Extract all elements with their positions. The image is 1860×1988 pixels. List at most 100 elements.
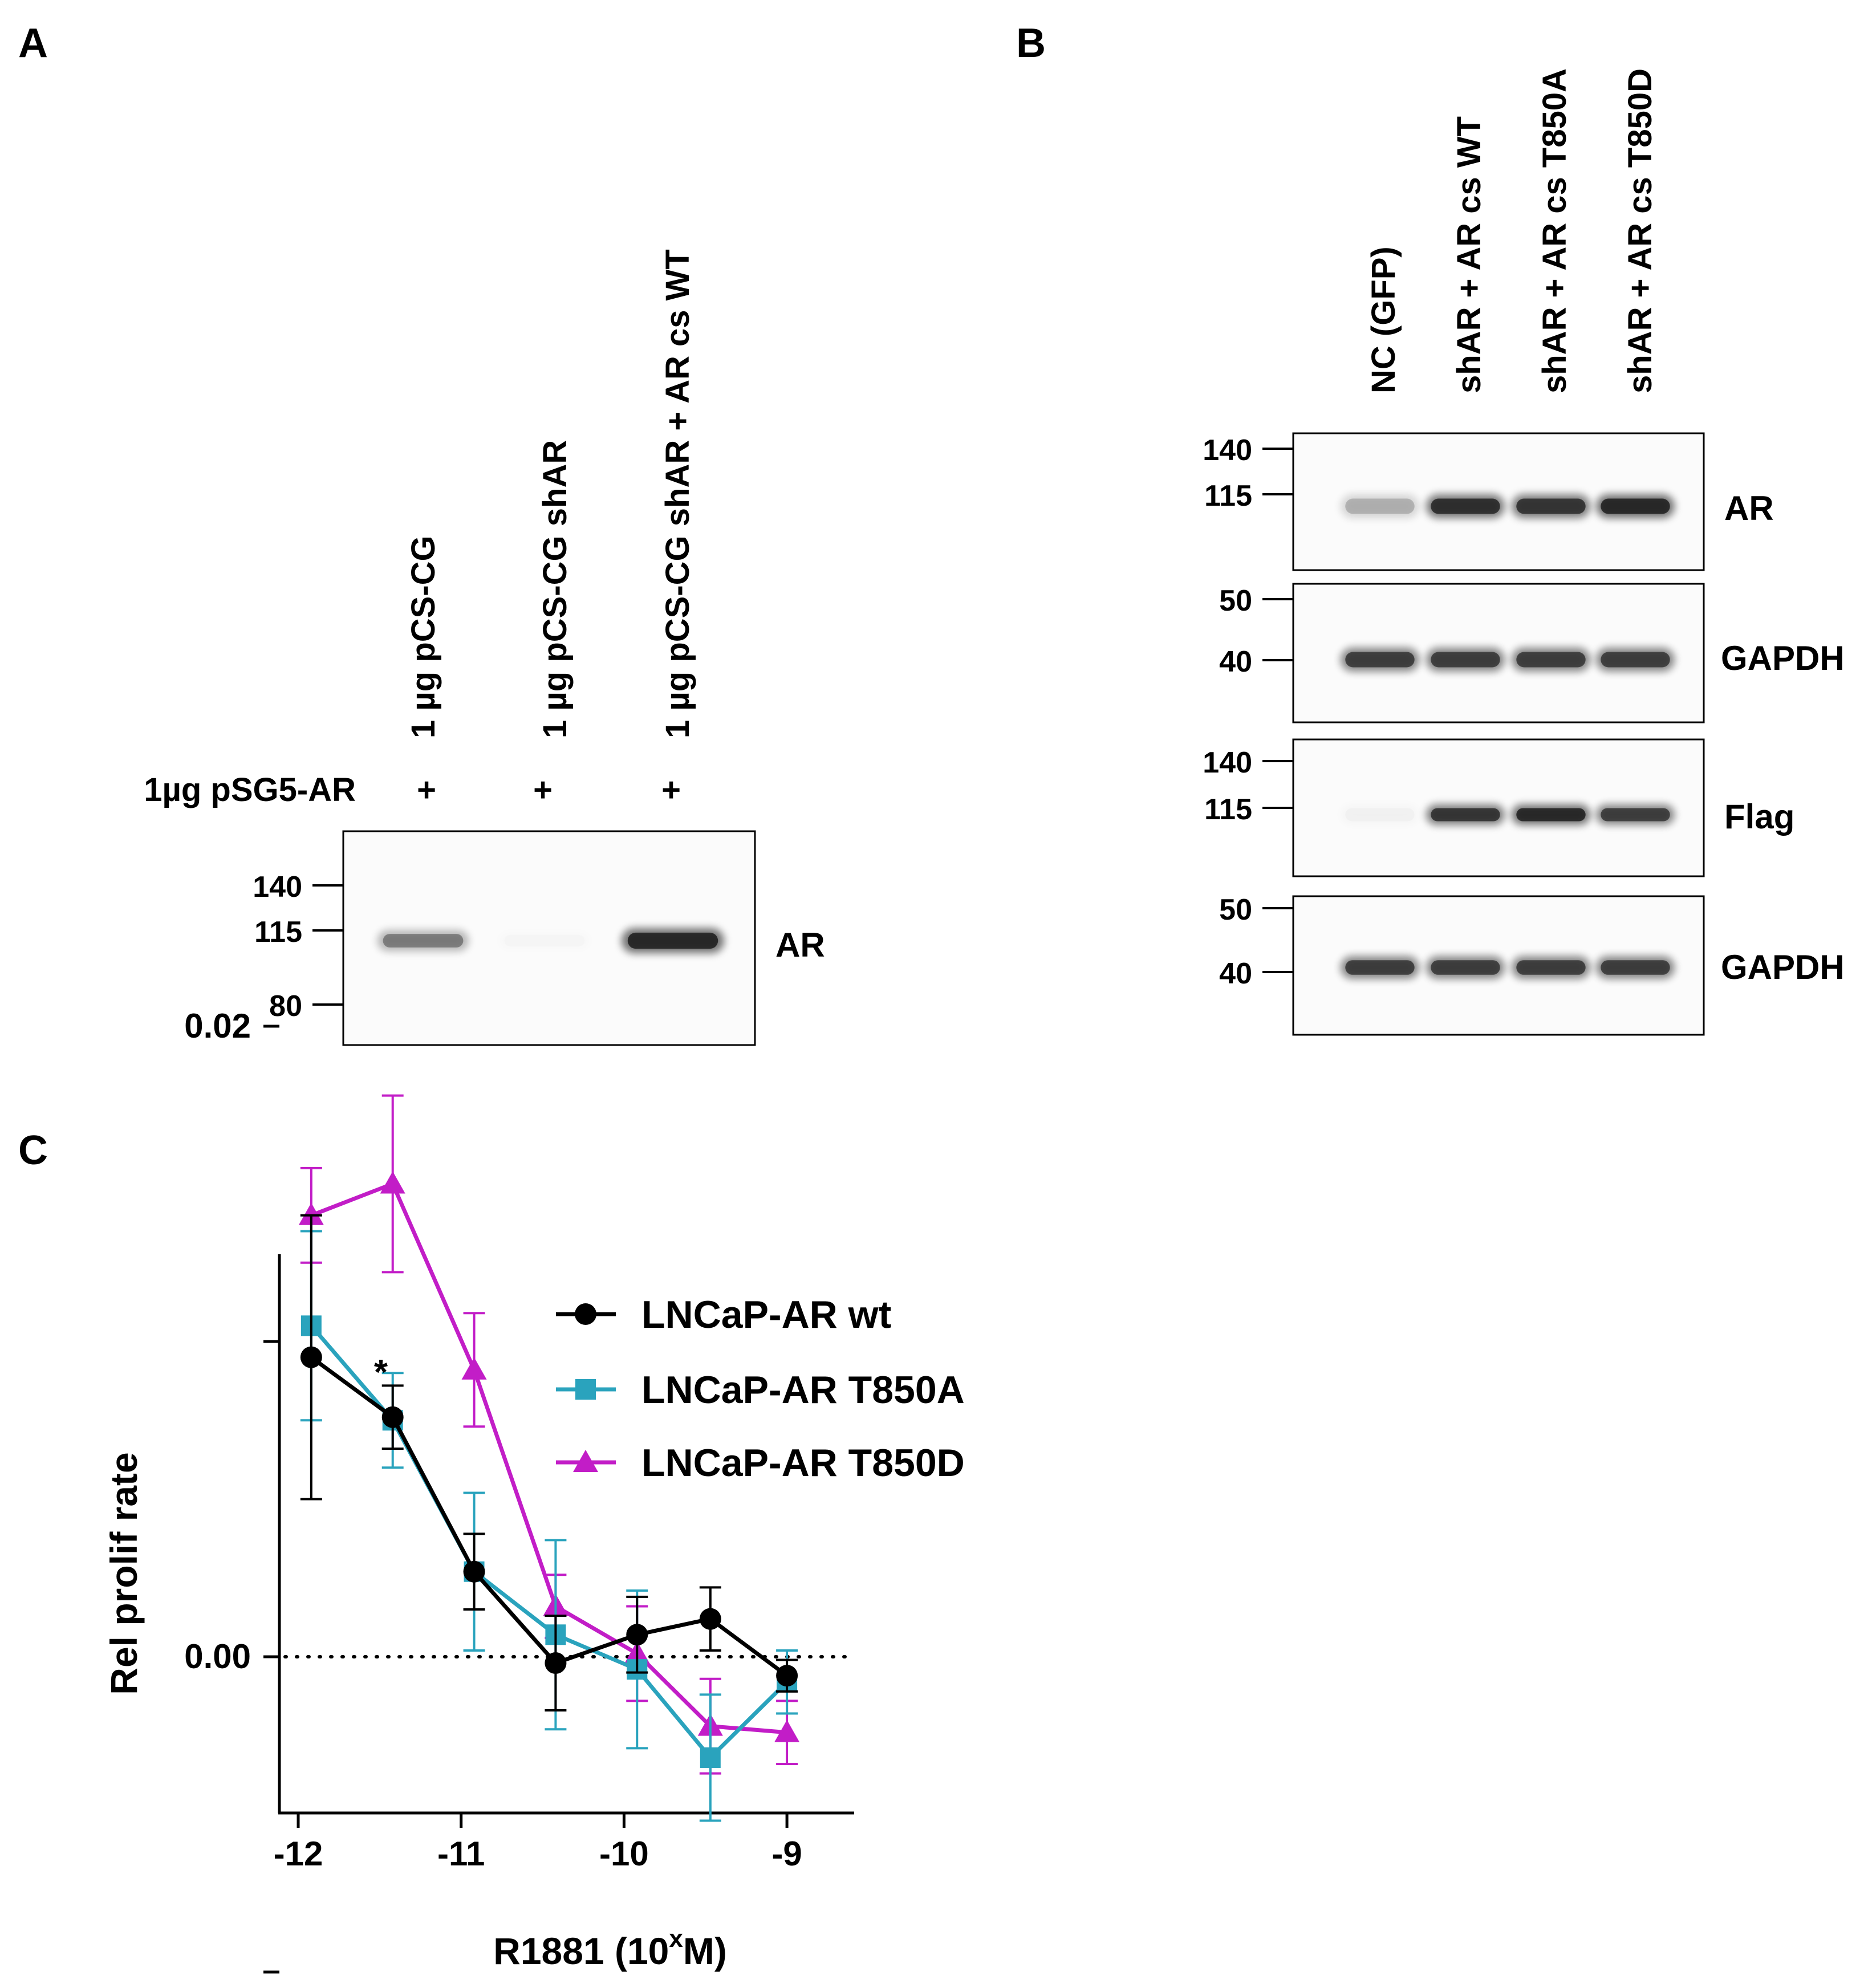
panel-b-band [1596,956,1675,979]
panel-b-band-core [1516,652,1586,668]
chart-x-tick-label: -10 [599,1835,649,1873]
data-point [463,1560,485,1583]
legend-marker [573,1450,598,1472]
panel-b-band-core [1431,960,1500,975]
panel-b-band [1596,648,1675,672]
panel-a-lane-2-label: 1 µg pCS-CG shAR [537,440,574,738]
panel-b-marker-label: 40 [1219,957,1252,990]
panel-b-band [1426,804,1505,825]
panel-a-marker-label: 115 [254,916,302,949]
panel-b-band [1512,956,1590,979]
panel-a-row-label: 1µg pSG5-AR [144,771,356,808]
data-point [300,1346,322,1368]
data-point [776,1665,798,1687]
data-point [298,1202,324,1225]
series-lncap-ar-wt [300,1214,798,1712]
panel-a-band [499,932,590,949]
panel-b-label: B [1016,21,1046,66]
panel-b-band-core [1345,498,1415,514]
legend-label: LNCaP-AR wt [641,1293,891,1336]
panel-a-sign-2: + [533,771,553,808]
panel-b-band-core [1431,498,1500,514]
panel-a-band [377,930,469,952]
panel-b-marker-label: 50 [1219,584,1252,617]
panel-b-lane-1-label: NC (GFP) [1365,246,1402,393]
panel-b-marker-label: 50 [1219,893,1252,926]
chart-x-axis-label-end: M) [683,1930,727,1972]
panel-b-band-core [1601,960,1670,975]
panel-b-band [1596,804,1675,825]
panel-a-marker-label: 140 [253,871,302,904]
data-point [626,1624,648,1646]
data-point [545,1652,567,1674]
panel-c-label: C [18,1128,48,1173]
chart-x-tick-label: -11 [437,1835,485,1873]
panel-b-band-core [1601,498,1670,514]
panel-a-band-core [383,934,464,948]
chart-legend: LNCaP-AR wt LNCaP-AR T850A LNCaP-AR T850D [556,1293,965,1485]
panel-a-band-label: AR [775,926,825,964]
legend-marker [575,1379,596,1400]
chart-x-axis-label-main: R1881 (10 [493,1930,669,1972]
data-point [380,1171,405,1194]
panel-b-band [1512,494,1590,518]
panel-b-blot-name-ar: AR [1724,489,1774,527]
panel-b-band [1426,648,1505,672]
chart-x-tick-label: -9 [771,1835,802,1873]
panel-b-band [1426,956,1505,979]
panel-b-blot-name-flag: Flag [1724,798,1794,836]
panel-b-band [1512,804,1590,825]
panel-a-sign-3: + [661,771,681,808]
legend-label: LNCaP-AR T850A [641,1368,965,1412]
chart-x-tick-label: -12 [274,1835,323,1873]
panel-b-blot-name-gapdh-2: GAPDH [1721,948,1845,986]
legend-item: LNCaP-AR wt [556,1293,891,1336]
panel-b-marker-label: 140 [1203,434,1252,467]
panel-a-band-core [505,935,585,946]
panel-b-band-core [1601,652,1670,668]
panel-b-band [1341,494,1419,518]
series-lncap-ar-t850d [298,1094,800,1775]
panel-b-band [1596,494,1675,518]
panel-b-band-core [1345,960,1415,975]
panel-b-marker-label: 140 [1203,746,1252,779]
panel-b-marker-label: 115 [1204,479,1252,513]
legend-label: LNCaP-AR T850D [641,1441,965,1485]
panel-b-bands [1341,494,1675,979]
chart-x-axis-label-sup: x [669,1925,683,1953]
chart-y-axis-label: Rel prolif rate [103,1452,145,1694]
panel-b-band-core [1601,808,1670,822]
panel-b-band-core [1516,808,1586,822]
panel-b-band-core [1345,652,1415,668]
data-point [461,1357,487,1380]
panel-b-band-core [1431,808,1500,822]
panel-b-band-core [1516,960,1586,975]
panel-a-sign-1: + [417,771,436,808]
panel-b-band [1341,956,1419,979]
panel-b-band [1341,804,1419,825]
panel-a-label: A [18,21,48,66]
panel-b-band-core [1345,808,1414,821]
panel-b-band [1341,648,1419,672]
panel-b-band-halo [1341,494,1419,518]
legend-item: LNCaP-AR T850D [556,1441,965,1485]
data-point [699,1608,721,1630]
panel-b-lane-4-label: shAR + AR cs T850D [1622,68,1659,393]
panel-a-band [622,928,724,953]
panel-c: C 0.02 0.00 -12 -11 -10 -9 Rel prolif rate R1… [18,1007,965,1974]
panel-b-marker-label: 40 [1219,645,1252,678]
panel-a-lane-3-label: 1 µg pCS-CG shAR + AR cs WT [659,249,696,738]
proliferation-chart: 0.02 0.00 -12 -11 -10 -9 [184,1007,854,1974]
legend-item: LNCaP-AR T850A [556,1368,965,1412]
panel-a-band-core [627,932,718,949]
panel-b: B NC (GFP) shAR + AR cs WT shAR + AR cs … [1016,21,1845,1036]
panel-a: A 1 µg pCS-CG 1 µg pCS-CG shAR 1 µg pCS-… [18,21,825,1046]
panel-b-blot-name-gapdh-1: GAPDH [1721,639,1845,677]
data-point [381,1406,404,1428]
panel-a-lane-1-label: 1 µg pCS-CG [405,535,442,738]
panel-a-band-halo [377,930,469,952]
panel-b-marker-label: 115 [1204,793,1252,826]
panel-b-lane-2-label: shAR + AR cs WT [1451,116,1488,393]
panel-b-band-core [1516,498,1586,514]
